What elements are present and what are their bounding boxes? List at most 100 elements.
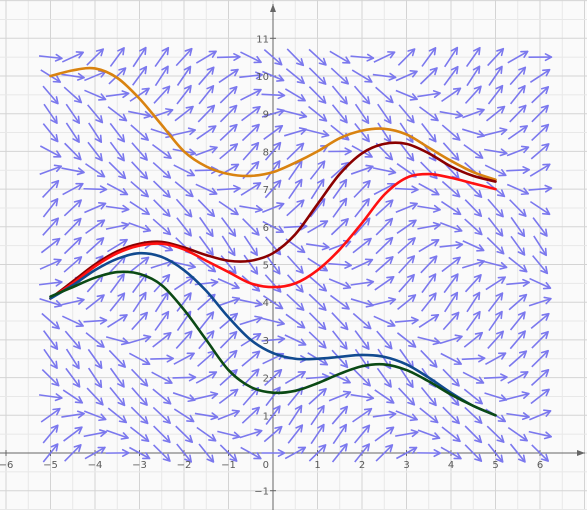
slope-arrow-head bbox=[339, 341, 348, 350]
slope-arrow-head bbox=[96, 169, 106, 178]
slope-arrow-head bbox=[76, 410, 85, 419]
slope-arrow-shaft bbox=[40, 237, 61, 254]
slope-arrow-shaft bbox=[510, 216, 526, 237]
slope-arrow bbox=[43, 348, 58, 369]
slope-arrow-head bbox=[50, 115, 58, 124]
slope-arrow-head bbox=[495, 228, 504, 237]
slope-arrow-shaft bbox=[418, 182, 440, 196]
solution-curve-4 bbox=[49, 251, 497, 417]
slope-arrow-shaft bbox=[374, 276, 395, 291]
x-tick-label: −3 bbox=[132, 460, 147, 471]
slope-arrow-head bbox=[518, 66, 527, 75]
slope-arrow bbox=[285, 68, 305, 85]
slope-arrow-head bbox=[474, 453, 483, 462]
slope-arrow bbox=[131, 161, 149, 180]
slope-arrow-head bbox=[185, 105, 194, 114]
slope-arrow-shaft bbox=[487, 85, 504, 105]
x-tick-label: 2 bbox=[359, 460, 365, 471]
slope-arrow bbox=[105, 221, 130, 230]
slope-arrow-head bbox=[139, 291, 147, 301]
slope-arrow bbox=[109, 47, 125, 67]
slope-arrow bbox=[84, 202, 107, 214]
slope-arrow bbox=[509, 199, 527, 217]
slope-arrow-head bbox=[95, 115, 104, 124]
slope-arrow-shaft bbox=[284, 334, 307, 346]
slope-arrow bbox=[483, 373, 508, 382]
slope-arrow bbox=[175, 47, 193, 67]
slope-arrow-head bbox=[276, 74, 285, 82]
slope-arrow-head bbox=[52, 237, 61, 246]
slope-arrow-head bbox=[498, 394, 508, 402]
slope-arrow-shaft bbox=[109, 367, 125, 388]
slope-arrow-shaft bbox=[42, 443, 59, 463]
slope-arrow-head bbox=[342, 281, 352, 290]
slope-arrow-head bbox=[99, 316, 108, 325]
slope-arrow-shaft bbox=[62, 389, 83, 404]
slope-arrow-head bbox=[142, 452, 151, 460]
slope-arrow bbox=[439, 241, 464, 250]
slope-arrow-shaft bbox=[353, 217, 371, 236]
slope-arrow-head bbox=[74, 396, 84, 404]
slope-arrow-shaft bbox=[354, 424, 370, 444]
slope-arrow-head bbox=[321, 130, 330, 138]
slope-arrow-shaft bbox=[85, 294, 105, 310]
slope-arrow-head bbox=[296, 302, 305, 311]
slope-arrow-shaft bbox=[462, 371, 484, 384]
slope-arrow-shaft bbox=[529, 410, 551, 421]
slope-arrow bbox=[506, 183, 530, 196]
slope-arrow bbox=[40, 407, 61, 423]
slope-arrow-shaft bbox=[109, 47, 125, 67]
slope-arrow-head bbox=[410, 316, 419, 325]
slope-arrow bbox=[532, 217, 548, 237]
slope-arrow-shaft bbox=[440, 446, 462, 460]
slope-arrow bbox=[150, 354, 175, 363]
slope-arrow-shaft bbox=[150, 357, 174, 360]
slope-arrow bbox=[464, 180, 483, 198]
slope-arrow-head bbox=[432, 432, 441, 440]
slope-arrow bbox=[352, 407, 373, 423]
slope-arrow-head bbox=[98, 413, 107, 422]
slope-arrow bbox=[84, 89, 107, 101]
slope-arrow-shaft bbox=[351, 145, 373, 158]
slope-arrow bbox=[39, 297, 63, 308]
slope-arrow-shaft bbox=[398, 141, 415, 162]
slope-arrow-head bbox=[73, 236, 82, 245]
slope-arrow bbox=[350, 164, 374, 175]
slope-arrow bbox=[372, 410, 397, 419]
y-tick-label: 6 bbox=[263, 223, 269, 234]
slope-arrow bbox=[198, 216, 214, 238]
slope-arrow-shaft bbox=[42, 123, 59, 143]
slope-arrow-head bbox=[451, 152, 460, 161]
slope-arrow-head bbox=[318, 283, 328, 292]
slope-arrow-shaft bbox=[509, 66, 526, 86]
slope-arrow-shaft bbox=[129, 256, 150, 273]
slope-arrow-head bbox=[455, 110, 464, 119]
slope-arrow-shaft bbox=[487, 443, 504, 463]
slope-arrow-shaft bbox=[464, 85, 482, 104]
slope-arrow-head bbox=[474, 415, 483, 424]
slope-arrow bbox=[442, 311, 460, 331]
slope-arrow-shaft bbox=[506, 168, 530, 172]
slope-arrow-head bbox=[362, 96, 371, 105]
slope-arrow bbox=[374, 426, 395, 442]
slope-arrow bbox=[176, 65, 192, 86]
slope-arrow-shaft bbox=[39, 297, 62, 307]
slope-arrow-shaft bbox=[332, 424, 347, 445]
slope-arrow-shaft bbox=[264, 274, 282, 293]
slope-arrow bbox=[444, 291, 459, 313]
slope-arrow bbox=[330, 218, 349, 236]
slope-arrow-shaft bbox=[63, 199, 82, 217]
slope-arrow-head bbox=[162, 208, 171, 217]
slope-arrow-head bbox=[187, 261, 196, 270]
slope-arrow bbox=[86, 387, 104, 406]
slope-arrow bbox=[85, 332, 105, 348]
slope-arrow bbox=[394, 185, 419, 194]
slope-arrow-head bbox=[277, 91, 286, 100]
slope-arrow-shaft bbox=[506, 281, 530, 286]
slope-arrow-shaft bbox=[375, 256, 394, 273]
slope-arrow-head bbox=[362, 180, 371, 189]
slope-arrow bbox=[462, 240, 485, 252]
slope-arrow bbox=[372, 296, 397, 306]
slope-arrow-shaft bbox=[417, 223, 441, 230]
slope-arrow bbox=[329, 371, 351, 384]
